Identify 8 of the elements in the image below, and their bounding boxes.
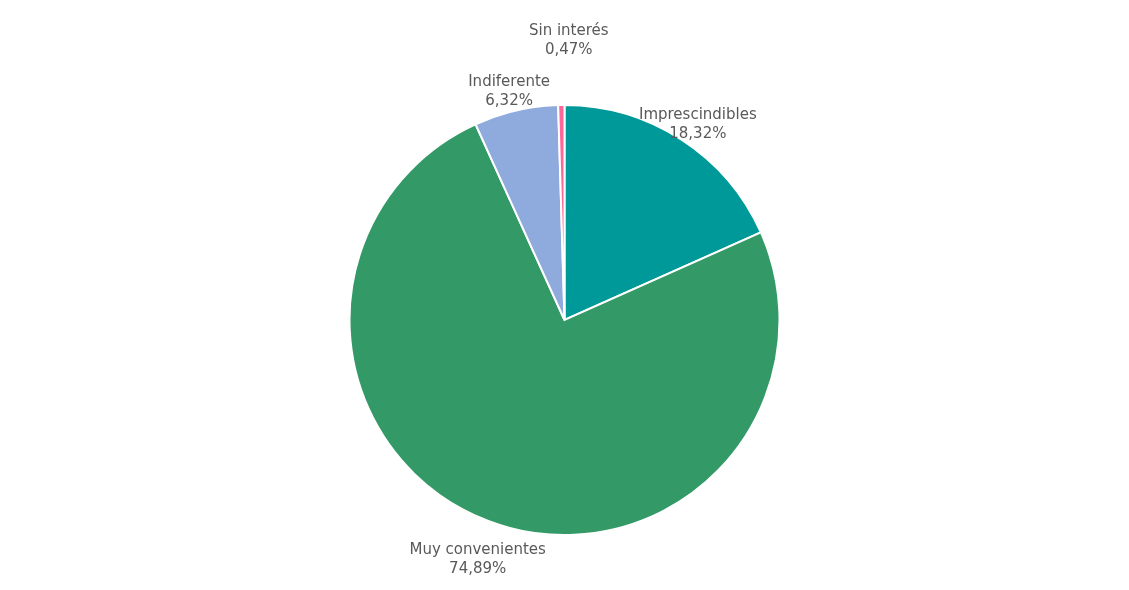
data-label: 0,47% [544,40,593,59]
slice-label: Muy convenientes [409,540,547,559]
data-label: 6,32% [485,91,533,110]
data-label: 18,32% [669,124,727,143]
slice-label: Imprescindibles [638,105,757,124]
slice-label: Sin interés [528,21,609,40]
slice-label: Indiferente [468,72,551,91]
data-label: 74,89% [449,559,507,578]
